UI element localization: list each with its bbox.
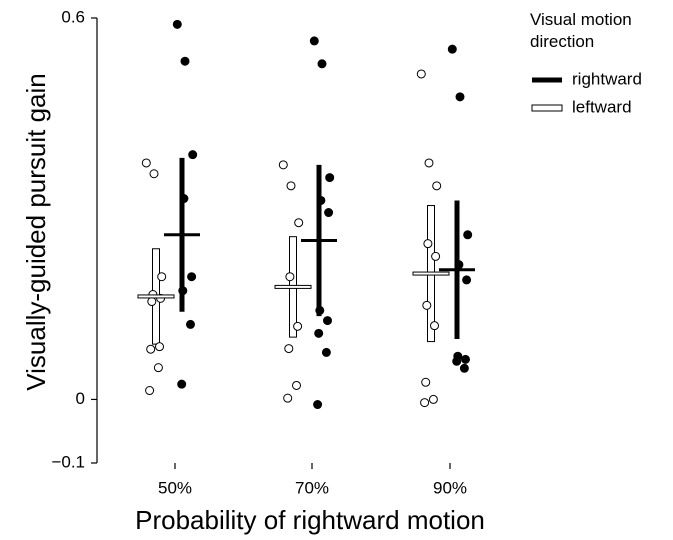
data-point (292, 380, 301, 390)
data-point (149, 169, 159, 179)
data-point (432, 181, 442, 191)
data-point (463, 230, 473, 240)
data-point (146, 344, 156, 354)
data-point (186, 319, 195, 329)
data-point (317, 59, 327, 69)
data-point (313, 400, 323, 410)
data-point (284, 344, 294, 354)
data-point (177, 379, 187, 389)
data-point (424, 158, 434, 168)
mean-line (412, 271, 450, 276)
x-axis-title: Probability of rightward motion (135, 505, 485, 535)
data-point (325, 173, 335, 183)
data-point (278, 160, 288, 170)
data-point (293, 321, 303, 331)
mean-line (274, 284, 312, 289)
data-point (462, 275, 472, 285)
x-tick-label: 90% (433, 478, 467, 497)
data-point (309, 36, 319, 46)
data-point (285, 272, 295, 282)
data-point (422, 300, 432, 310)
data-point (286, 181, 296, 191)
data-point (294, 218, 304, 228)
data-point (187, 272, 197, 282)
data-point (454, 260, 464, 270)
data-point (315, 305, 325, 315)
data-point (155, 342, 164, 352)
y-axis-title: Visually-guided pursuit gain (21, 73, 51, 391)
data-point (459, 363, 469, 373)
data-point (423, 239, 433, 249)
data-point (421, 377, 431, 387)
data-point (452, 356, 462, 366)
legend-title: Visual motion direction (530, 10, 632, 51)
data-point (431, 251, 441, 261)
data-point (428, 394, 438, 404)
x-tick-label: 70% (295, 478, 329, 497)
data-point (323, 316, 332, 326)
data-point (283, 393, 293, 403)
data-point (145, 386, 155, 396)
x-tick-label: 50% (158, 478, 192, 497)
data-point (314, 328, 324, 338)
data-point (153, 363, 163, 373)
data-point (179, 194, 189, 204)
y-tick-label: −0.1 (51, 452, 85, 471)
data-point (147, 297, 157, 307)
data-point (455, 92, 465, 102)
data-point (430, 321, 439, 331)
mean-line (137, 294, 175, 299)
legend-label: leftward (572, 97, 632, 116)
data-point (461, 354, 470, 364)
legend-swatch (531, 104, 563, 112)
data-point (172, 19, 182, 29)
data-point (157, 272, 167, 282)
y-tick-label: 0 (76, 389, 85, 408)
data-point (178, 286, 188, 296)
data-point (416, 69, 426, 79)
y-tick-label: 0.6 (61, 7, 85, 26)
data-point (180, 56, 190, 66)
data-point (324, 208, 334, 218)
data-point (321, 347, 331, 357)
data-point (188, 150, 198, 160)
data-point (420, 398, 430, 408)
legend-label: rightward (572, 69, 642, 88)
data-point (141, 158, 151, 168)
data-point (316, 195, 326, 205)
data-point (447, 44, 457, 54)
